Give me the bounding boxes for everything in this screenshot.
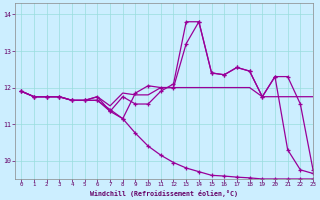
X-axis label: Windchill (Refroidissement éolien,°C): Windchill (Refroidissement éolien,°C) (90, 190, 238, 197)
